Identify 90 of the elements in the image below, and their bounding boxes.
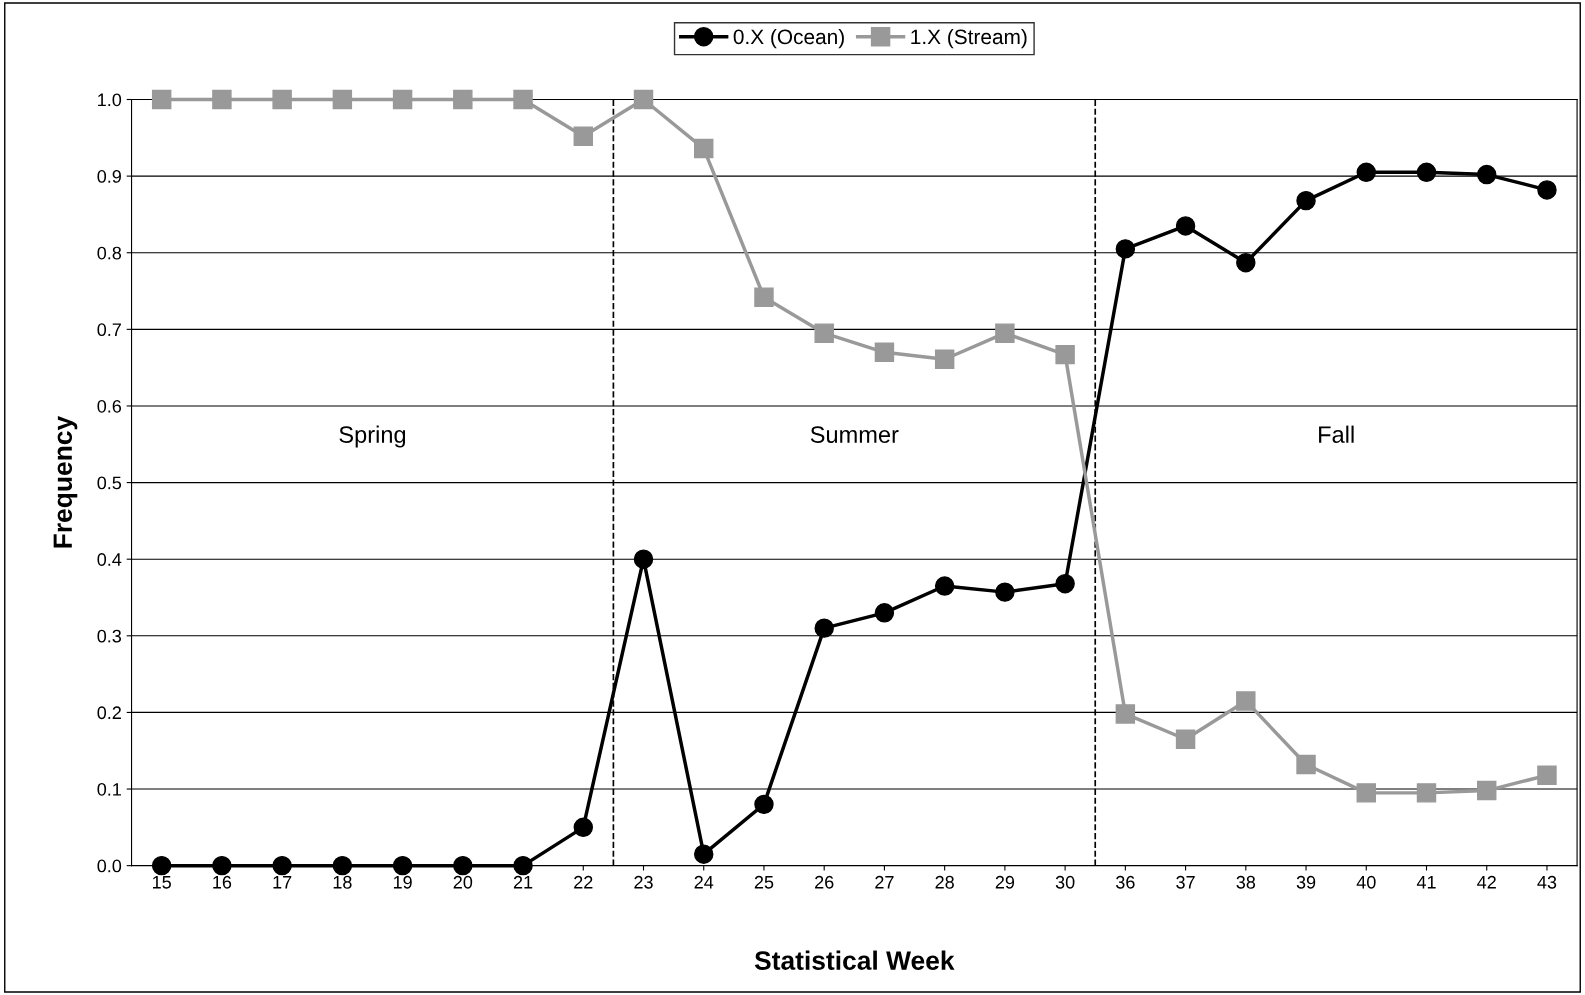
point — [151, 855, 172, 876]
point — [633, 549, 654, 569]
point — [694, 844, 714, 864]
legend-label: 1.X (Stream) — [911, 28, 1027, 49]
x-tick-label: 26 — [815, 875, 834, 889]
point — [453, 89, 473, 110]
x-tick-label: 28 — [935, 875, 954, 889]
x-tick-label: 23 — [634, 875, 653, 889]
point — [332, 89, 353, 110]
y-tick-label: 0.1 — [97, 782, 121, 796]
point — [934, 349, 955, 369]
x-tick-label: 36 — [1116, 875, 1135, 889]
point — [212, 89, 232, 110]
annotation: Spring — [339, 425, 406, 448]
x-tick-label: 20 — [453, 875, 473, 889]
x-tick-label: 43 — [1537, 875, 1557, 889]
point — [1115, 239, 1136, 259]
point — [1055, 573, 1075, 594]
x-tick-label: 18 — [333, 875, 352, 889]
x-tick-label: 37 — [1176, 875, 1195, 889]
point — [995, 323, 1015, 343]
y-tick-label: 1.0 — [98, 93, 122, 107]
y-tick-label: 0.4 — [97, 553, 122, 566]
point — [1236, 691, 1256, 711]
point — [513, 89, 533, 110]
point — [814, 618, 834, 638]
point — [754, 794, 774, 815]
point — [392, 855, 413, 876]
point — [1236, 252, 1256, 273]
legend-label: 0.X (Ocean) — [733, 28, 844, 49]
x-tick-label: 27 — [875, 875, 894, 889]
point — [874, 603, 895, 623]
point — [874, 342, 895, 363]
point — [633, 89, 654, 110]
y-tick-label: 0.3 — [97, 629, 122, 643]
y-tick-label: 0.5 — [97, 476, 122, 490]
x-tick-label: 38 — [1236, 875, 1256, 889]
annotation: Fall — [1319, 425, 1354, 443]
point — [573, 126, 594, 146]
point — [513, 855, 533, 876]
point — [694, 138, 714, 159]
x-tick-label: 41 — [1416, 876, 1436, 889]
point — [1175, 729, 1196, 749]
point — [1175, 216, 1196, 236]
x-tick-label: 22 — [574, 875, 593, 889]
y-tick-label: 0.7 — [97, 323, 121, 337]
x-tick-label: 17 — [273, 876, 292, 889]
x-tick-label: 39 — [1296, 875, 1316, 889]
point — [151, 89, 172, 110]
point — [453, 855, 473, 876]
point — [392, 89, 413, 110]
x-tick-label: 25 — [754, 875, 774, 889]
point — [1115, 704, 1136, 724]
y-tick-label: 0.8 — [97, 246, 122, 260]
point — [1477, 164, 1497, 185]
point — [1477, 780, 1497, 801]
point — [1356, 162, 1376, 183]
point — [1416, 783, 1437, 803]
x-axis-title: Statistical Week — [754, 950, 955, 970]
x-tick-label: 21 — [513, 875, 533, 889]
point — [1296, 190, 1316, 211]
point — [1537, 765, 1557, 785]
point — [332, 855, 353, 876]
point — [1537, 180, 1557, 200]
point — [1055, 344, 1075, 365]
point — [1416, 162, 1437, 183]
x-tick-label: 30 — [1055, 875, 1075, 889]
point — [814, 323, 834, 343]
point — [272, 855, 292, 876]
y-tick-label: 0.2 — [97, 706, 121, 720]
y-tick-label: 0.9 — [97, 170, 121, 183]
point — [212, 855, 232, 876]
x-tick-label: 24 — [694, 875, 714, 889]
y-tick-label: 0.6 — [97, 399, 122, 413]
x-tick-label: 19 — [393, 875, 412, 889]
y-tick-label: 0.0 — [97, 859, 122, 873]
x-tick-label: 16 — [213, 875, 232, 889]
point — [1296, 754, 1316, 775]
x-tick-label: 15 — [153, 876, 171, 889]
point — [1356, 783, 1376, 803]
x-tick-label: 42 — [1477, 875, 1496, 889]
point — [272, 89, 292, 110]
point — [995, 582, 1015, 602]
annotation: Summer — [810, 426, 899, 443]
x-tick-label: 29 — [995, 875, 1015, 889]
point — [573, 817, 594, 838]
x-tick-label: 40 — [1356, 875, 1376, 889]
point — [934, 576, 955, 596]
y-axis-title: Frequency — [53, 415, 78, 548]
point — [754, 287, 774, 307]
